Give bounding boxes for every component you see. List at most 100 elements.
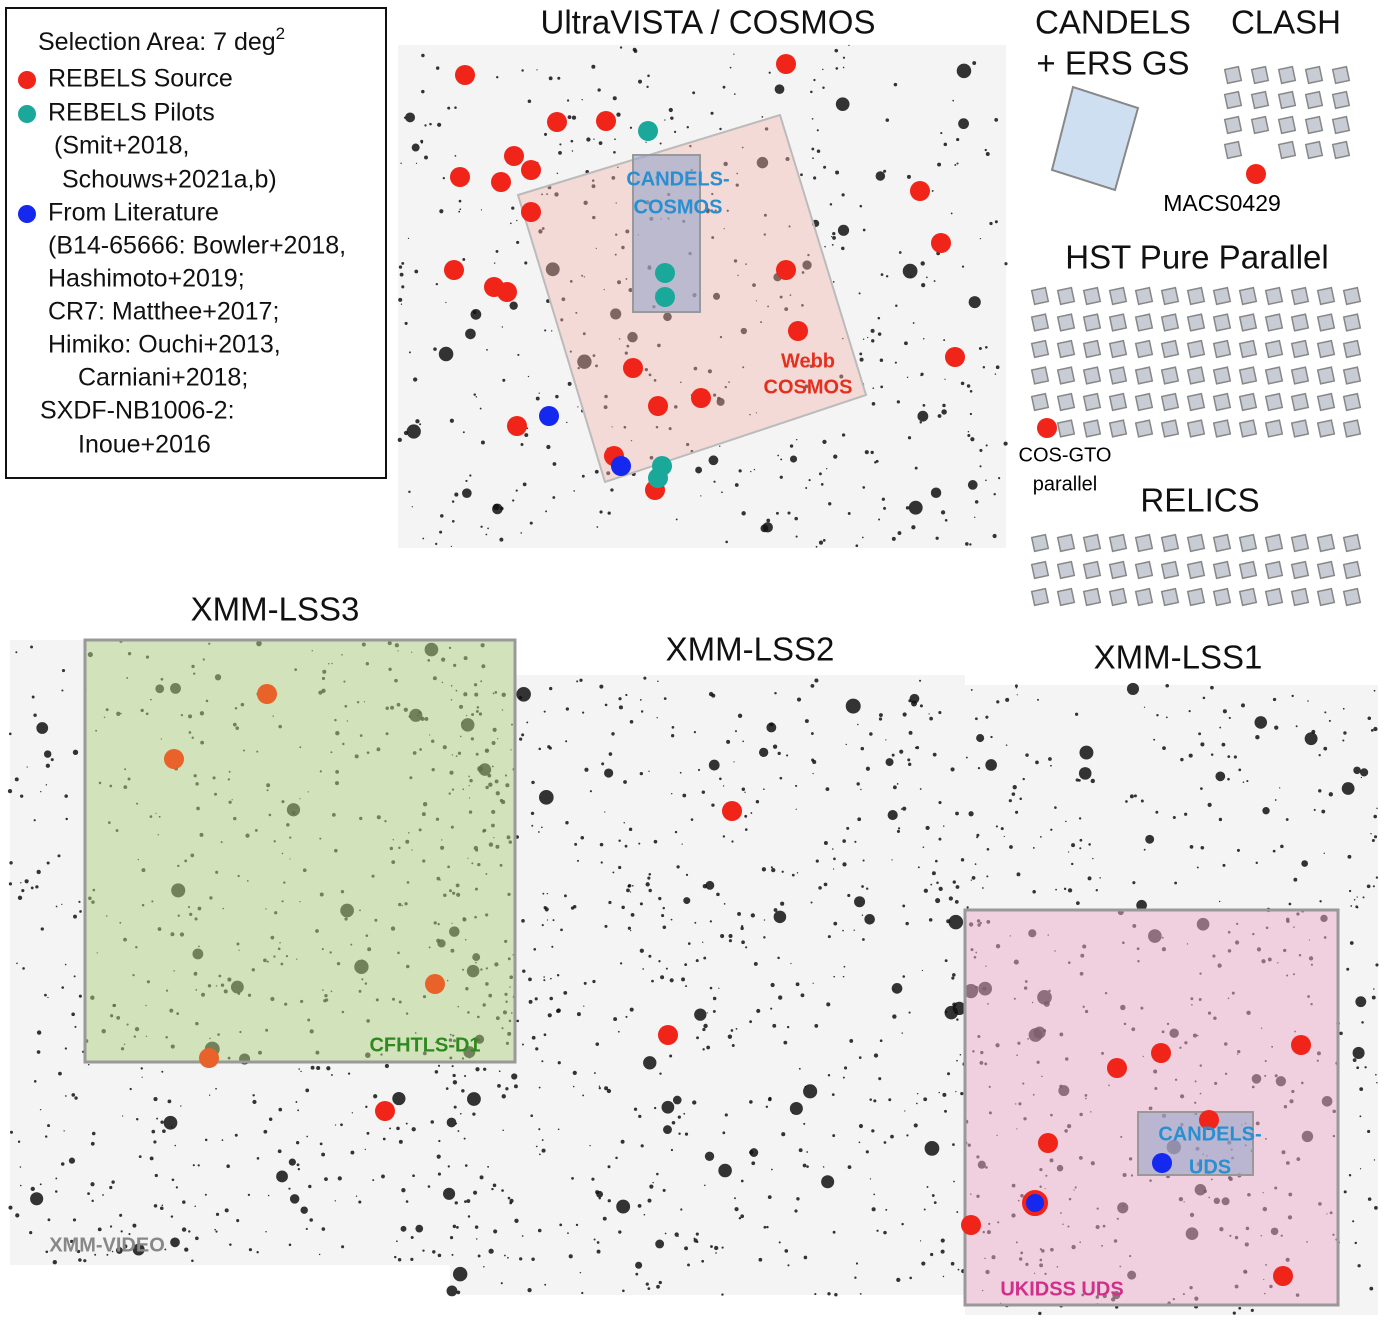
tile: [1082, 560, 1102, 580]
star: [467, 1092, 481, 1106]
rebels-pilot: [655, 287, 675, 307]
star: [45, 763, 51, 768]
star: [530, 811, 535, 815]
star: [305, 1088, 310, 1093]
star: [40, 927, 44, 931]
star: [737, 274, 739, 277]
star: [763, 1225, 767, 1229]
tile: [1250, 115, 1270, 135]
star: [1222, 863, 1226, 867]
star: [337, 1176, 342, 1181]
rebels-source: [1273, 1266, 1293, 1286]
star: [933, 1201, 937, 1205]
star: [541, 826, 543, 829]
star: [109, 1225, 113, 1228]
star: [512, 499, 515, 502]
star: [524, 261, 528, 265]
star: [452, 1266, 468, 1282]
star: [613, 1017, 618, 1022]
star: [696, 1036, 699, 1040]
star: [1071, 862, 1074, 866]
star: [642, 968, 644, 970]
star: [827, 935, 831, 939]
star: [565, 740, 568, 743]
star: [74, 1096, 78, 1100]
star: [36, 722, 49, 734]
star: [1255, 735, 1260, 740]
star: [877, 316, 881, 320]
star: [606, 1088, 612, 1094]
star: [736, 172, 739, 175]
star: [879, 358, 884, 362]
star: [414, 269, 419, 274]
star: [174, 1144, 177, 1147]
tile: [1316, 313, 1336, 332]
star: [896, 783, 899, 785]
rebels-source: [788, 321, 808, 341]
star: [547, 1013, 552, 1018]
star: [737, 912, 741, 916]
star: [693, 1238, 698, 1243]
star: [439, 530, 443, 534]
star: [1370, 832, 1372, 835]
star: [1011, 792, 1016, 796]
star: [664, 119, 666, 121]
star: [1012, 785, 1017, 790]
star: [451, 1065, 454, 1068]
star: [966, 384, 971, 388]
rebels-source: [1151, 1043, 1171, 1063]
star: [1356, 896, 1358, 898]
star: [480, 440, 485, 445]
star: [1353, 898, 1356, 901]
star: [849, 380, 852, 382]
tile: [1223, 140, 1243, 160]
star: [465, 328, 476, 340]
star: [845, 743, 847, 746]
star: [655, 1239, 665, 1249]
star: [596, 526, 599, 528]
star: [953, 1180, 955, 1183]
tile: [1030, 366, 1050, 385]
star: [73, 975, 76, 978]
star: [1198, 732, 1202, 736]
tile: [1342, 587, 1362, 607]
star: [656, 1172, 659, 1176]
star: [728, 381, 730, 383]
star: [267, 1194, 270, 1197]
tile: [1134, 587, 1154, 607]
star: [859, 352, 863, 356]
star: [1228, 716, 1231, 719]
rebels-source: [658, 1025, 678, 1045]
star: [816, 149, 821, 153]
star: [413, 377, 418, 382]
star: [808, 478, 811, 482]
star: [398, 297, 403, 302]
star: [998, 477, 1001, 480]
star: [618, 1230, 622, 1234]
star: [906, 376, 909, 379]
star: [711, 192, 714, 196]
star: [1188, 710, 1191, 713]
star: [657, 680, 659, 683]
tile: [1134, 286, 1154, 306]
star: [862, 859, 865, 862]
star: [538, 392, 540, 394]
star: [841, 246, 845, 251]
star: [734, 1197, 736, 1200]
star: [1174, 881, 1178, 885]
star: [1323, 746, 1328, 751]
tile: [1264, 533, 1284, 553]
tile: [1056, 366, 1076, 385]
star: [1357, 1264, 1361, 1268]
star: [119, 1213, 123, 1217]
rebels-source: [691, 388, 711, 408]
rebels-pilot: [648, 468, 668, 488]
star: [674, 405, 678, 409]
legend-entry: Schouws+2021a,b): [62, 166, 277, 194]
star: [916, 1102, 918, 1105]
star: [704, 1184, 706, 1187]
star: [443, 1187, 456, 1200]
star: [358, 1200, 362, 1204]
